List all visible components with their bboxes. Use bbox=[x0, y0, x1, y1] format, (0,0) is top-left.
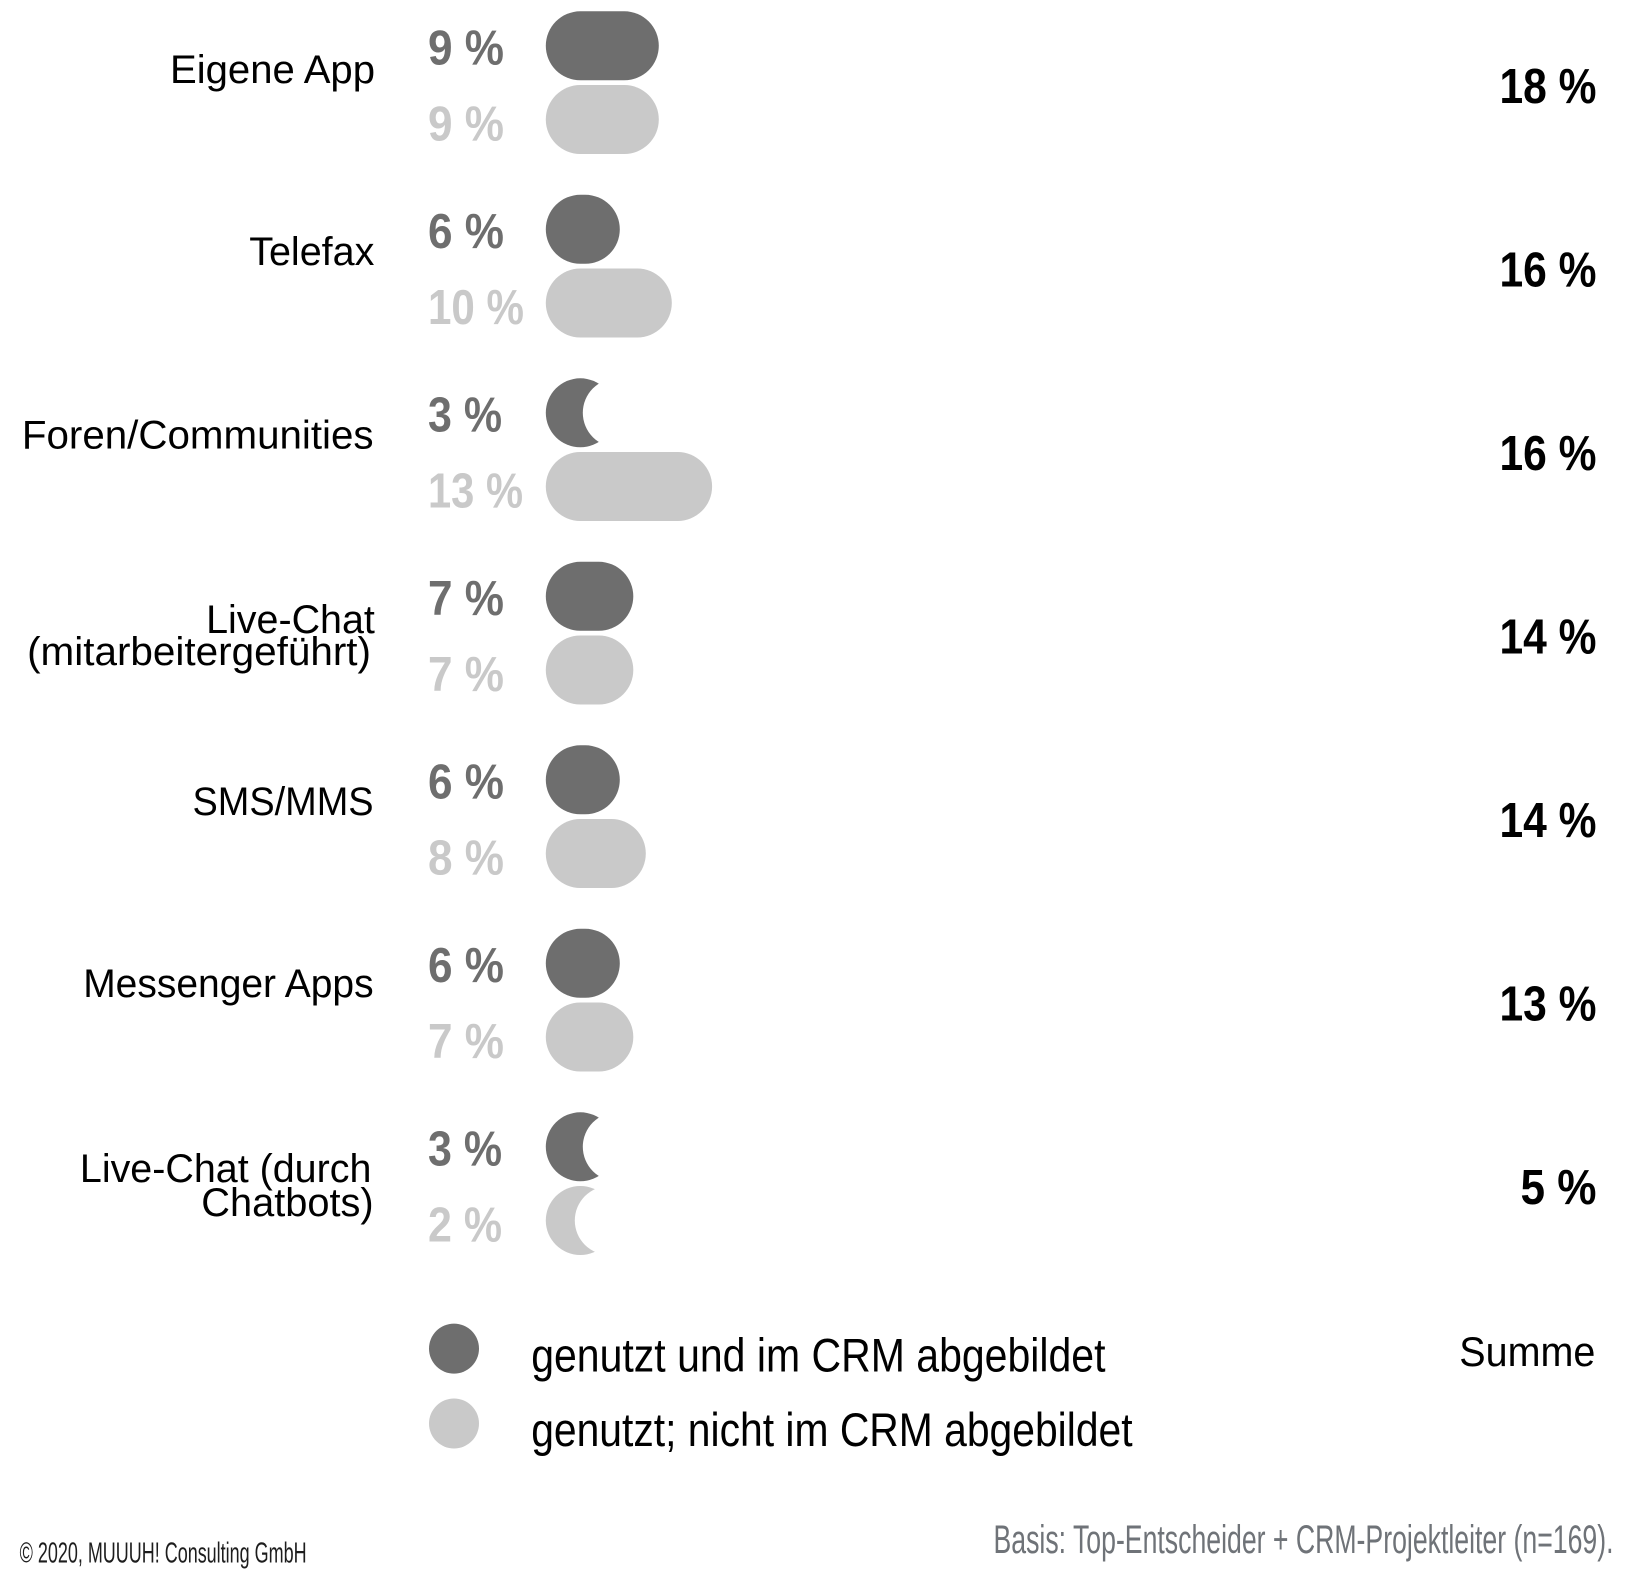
svg-text:genutzt; nicht im CRM abgebild: genutzt; nicht im CRM abgebildet bbox=[531, 1403, 1132, 1456]
svg-text:3 %: 3 % bbox=[428, 1121, 502, 1176]
svg-text:16 %: 16 % bbox=[1500, 426, 1597, 481]
svg-text:9 %: 9 % bbox=[428, 97, 504, 152]
svg-text:© 2020, MUUUH! Consulting GmbH: © 2020, MUUUH! Consulting GmbH bbox=[20, 1538, 307, 1570]
svg-text:7 %: 7 % bbox=[428, 1014, 504, 1069]
svg-text:13 %: 13 % bbox=[428, 464, 523, 519]
svg-text:9 %: 9 % bbox=[428, 20, 504, 75]
svg-text:6 %: 6 % bbox=[428, 754, 504, 809]
svg-text:Messenger Apps: Messenger Apps bbox=[83, 962, 373, 1006]
svg-text:(mitarbeitergeführt): (mitarbeitergeführt) bbox=[27, 630, 371, 674]
svg-text:6 %: 6 % bbox=[428, 938, 504, 993]
svg-text:13 %: 13 % bbox=[1500, 977, 1597, 1032]
svg-text:Eigene App: Eigene App bbox=[170, 48, 375, 92]
svg-text:Summe: Summe bbox=[1459, 1328, 1595, 1375]
svg-text:SMS/MMS: SMS/MMS bbox=[193, 780, 374, 824]
svg-text:14 %: 14 % bbox=[1500, 610, 1597, 665]
svg-text:7 %: 7 % bbox=[428, 647, 504, 702]
svg-text:Basis: Top-Entscheider + CRM-P: Basis: Top-Entscheider + CRM-Projektleit… bbox=[994, 1518, 1614, 1562]
svg-text:3 %: 3 % bbox=[428, 387, 502, 442]
svg-text:Chatbots): Chatbots) bbox=[201, 1181, 373, 1225]
svg-text:18 %: 18 % bbox=[1500, 59, 1597, 114]
svg-text:5 %: 5 % bbox=[1521, 1160, 1597, 1215]
svg-text:Foren/Communities: Foren/Communities bbox=[22, 413, 374, 457]
svg-text:16 %: 16 % bbox=[1500, 243, 1597, 298]
svg-text:genutzt und im CRM abgebildet: genutzt und im CRM abgebildet bbox=[531, 1328, 1105, 1381]
svg-text:10 %: 10 % bbox=[428, 280, 524, 335]
svg-text:6 %: 6 % bbox=[428, 204, 504, 259]
svg-text:14 %: 14 % bbox=[1500, 793, 1597, 848]
svg-text:7 %: 7 % bbox=[428, 571, 504, 626]
svg-text:2 %: 2 % bbox=[428, 1198, 502, 1253]
svg-text:Live-Chat (durch: Live-Chat (durch bbox=[80, 1147, 372, 1191]
svg-text:8 %: 8 % bbox=[428, 831, 504, 886]
svg-text:Live-Chat: Live-Chat bbox=[206, 598, 375, 642]
svg-text:Telefax: Telefax bbox=[249, 230, 374, 274]
